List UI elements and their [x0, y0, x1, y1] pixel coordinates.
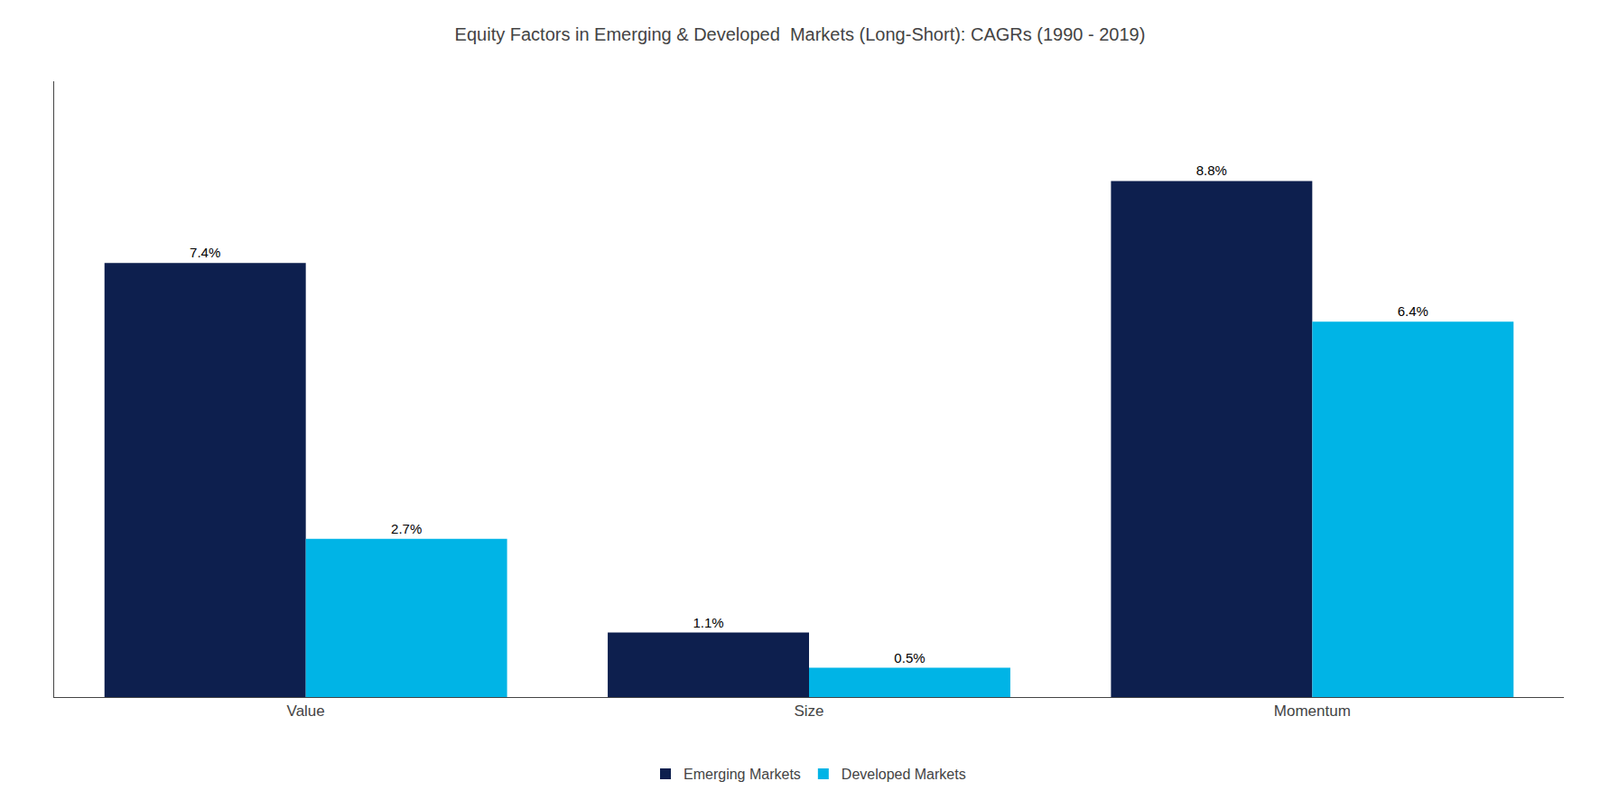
svg-text:1.1%: 1.1% [692, 614, 724, 631]
svg-text:Developed Markets: Developed Markets [841, 766, 967, 782]
svg-text:Momentum: Momentum [1274, 702, 1351, 720]
svg-text:Emerging Markets: Emerging Markets [683, 766, 801, 782]
svg-text:7.4%: 7.4% [189, 244, 221, 261]
svg-text:2.7%: 2.7% [390, 520, 422, 537]
svg-text:8.8%: 8.8% [1196, 162, 1228, 178]
svg-text:6.4%: 6.4% [1397, 303, 1429, 319]
svg-text:Equity Factors in Emerging & D: Equity Factors in Emerging & Developed M… [455, 24, 1146, 45]
svg-text:0.5%: 0.5% [893, 650, 925, 666]
svg-text:Size: Size [793, 702, 824, 720]
svg-text:Value: Value [287, 702, 326, 720]
